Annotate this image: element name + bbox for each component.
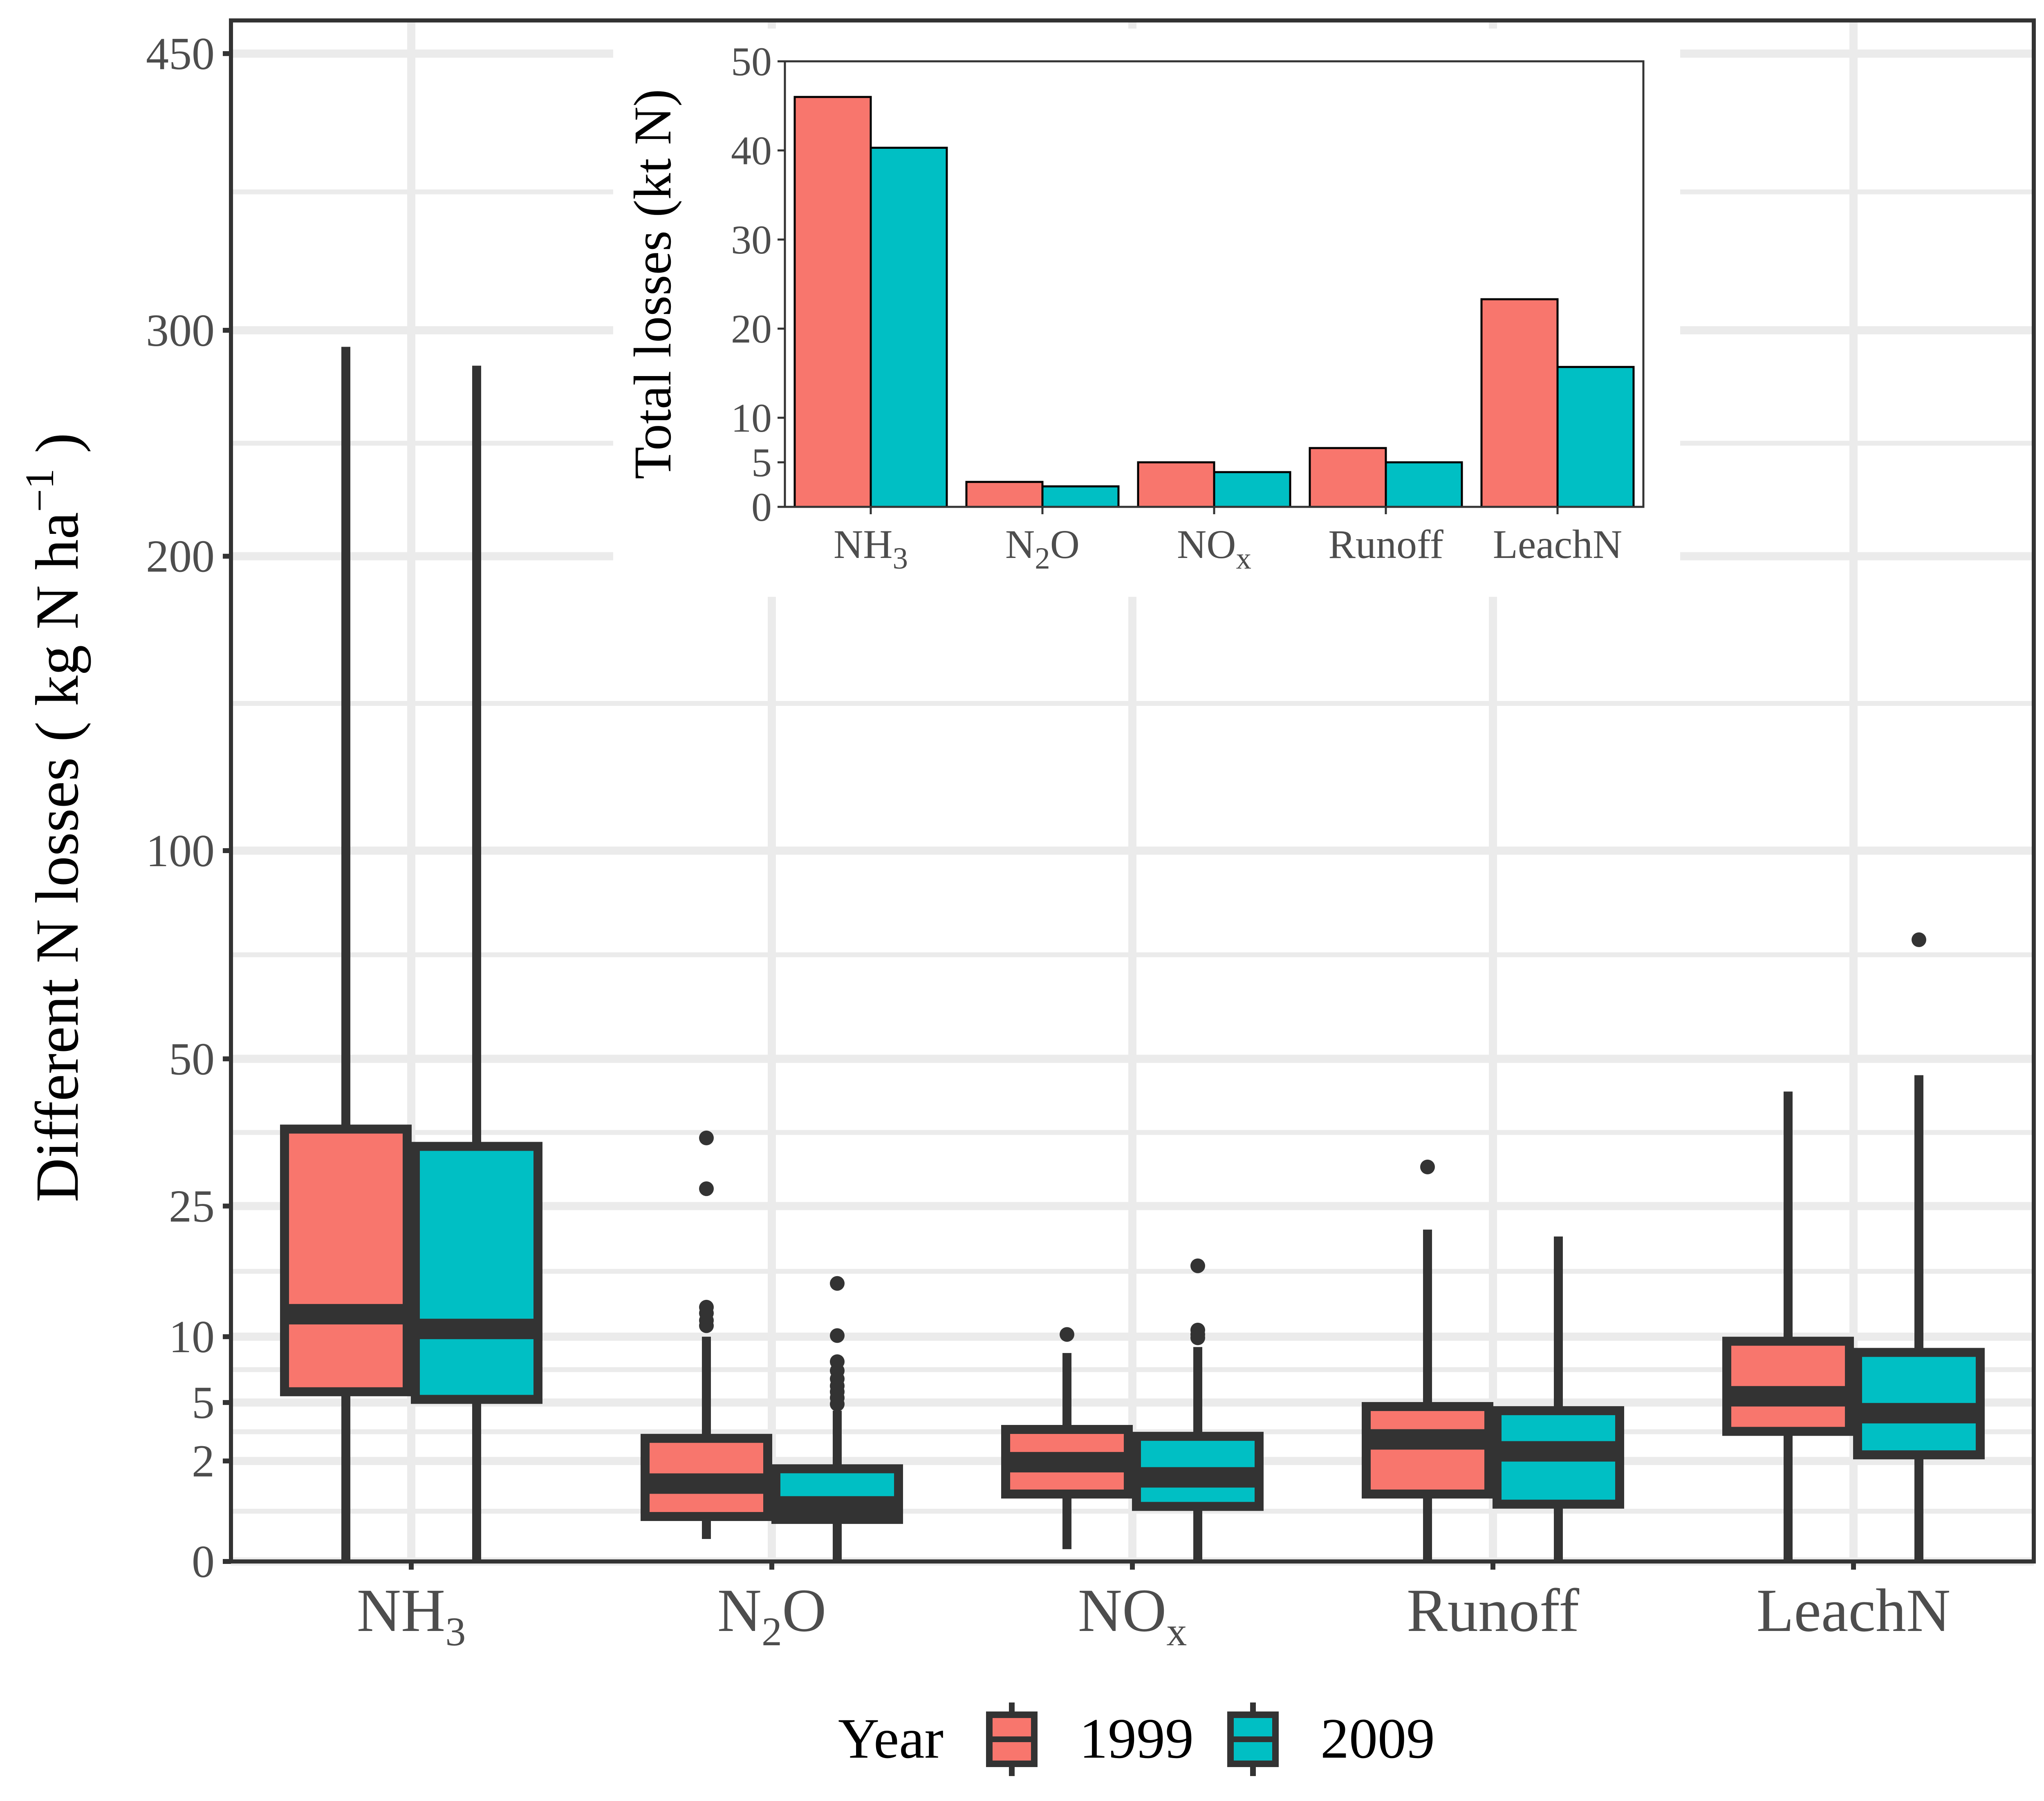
legend-label-1999: 1999	[1079, 1707, 1194, 1770]
box-2009-1	[771, 1276, 903, 1561]
y-tick-label: 450	[146, 29, 215, 79]
outlier-point	[1420, 1159, 1435, 1174]
inset-bar-1999-3	[1309, 447, 1387, 508]
inset-bar-2009-1	[1041, 485, 1120, 508]
box-2009-2	[1132, 1258, 1264, 1561]
inset-bar-2009-0	[870, 146, 948, 508]
inset-bar-1999-1	[965, 481, 1044, 508]
box-1999-4	[1722, 1091, 1854, 1561]
outlier-point	[699, 1181, 714, 1196]
x-tick-label-base: N	[717, 1577, 762, 1644]
x-tick-label: LeachN	[1757, 1577, 1951, 1644]
inset-x-tick-label-base: N	[1005, 522, 1035, 567]
box-1999-1	[641, 1130, 772, 1539]
inset-x-tick-label: LeachN	[1493, 522, 1622, 567]
y-tick-label: 10	[169, 1312, 215, 1362]
inset-y-tick-label: 10	[731, 395, 772, 441]
inset-x-tick-label-sub: x	[1236, 542, 1251, 576]
x-tick-label-base: Runoff	[1407, 1577, 1579, 1644]
x-tick-label-sub: x	[1166, 1609, 1187, 1654]
box-2009-4	[1853, 932, 1985, 1561]
legend-key-1999	[986, 1702, 1038, 1776]
x-tick-label-base: NH	[357, 1577, 446, 1644]
y-tick-label: 0	[192, 1537, 215, 1587]
main-boxes	[280, 347, 1985, 1561]
y-tick-label: 100	[146, 826, 215, 876]
x-tick-label: Runoff	[1407, 1577, 1579, 1644]
inset-y-tick-label: 0	[751, 484, 772, 530]
box-iqr	[280, 1125, 412, 1396]
inset-x-tick-label-tail: O	[1050, 522, 1080, 567]
outlier-point	[1912, 932, 1926, 948]
inset-x-tick-label-sub: 2	[1035, 542, 1050, 576]
inset-y-tick-label: 40	[731, 128, 772, 173]
outlier-point	[1190, 1258, 1205, 1273]
inset-x-axis: NH3 N2O NOx Runoff LeachN	[834, 507, 1622, 576]
legend: Year 1999 2009	[838, 1702, 1435, 1776]
box-iqr	[1362, 1402, 1493, 1499]
x-tick-label-sub: 2	[762, 1609, 782, 1654]
box-iqr	[411, 1142, 542, 1404]
inset-y-axis-title: Total losses (kt N)	[623, 89, 682, 479]
y-tick-label: 2	[192, 1436, 215, 1487]
outlier-point	[1190, 1322, 1205, 1337]
legend-title: Year	[838, 1707, 944, 1770]
inset-y-tick-label: 5	[751, 440, 772, 485]
inset-bar-1999-2	[1137, 461, 1215, 508]
box-1999-0	[280, 347, 412, 1561]
inset-x-tick-label-base: Runoff	[1328, 522, 1443, 567]
y-tick-label: 200	[146, 531, 215, 582]
inset-x-tick-label: NOx	[1177, 522, 1251, 576]
inset-x-tick-label: N2O	[1005, 522, 1080, 576]
outlier-point	[1060, 1327, 1074, 1342]
inset-bar-1999-0	[793, 96, 872, 508]
inset-bar-2009-2	[1213, 471, 1291, 508]
x-tick-label-base: LeachN	[1757, 1577, 1951, 1644]
y-tick-label: 300	[146, 305, 215, 356]
x-tick-label: NH3	[357, 1577, 466, 1654]
box-1999-3	[1362, 1159, 1493, 1561]
main-y-axis-title: Different N losses ( kg N ha−1 )	[17, 433, 91, 1202]
x-tick-label: N2O	[717, 1577, 827, 1654]
outlier-point	[830, 1354, 845, 1369]
inset-bar-1999-4	[1480, 298, 1559, 508]
y-tick-label: 50	[169, 1034, 215, 1084]
inset-bar-2009-3	[1385, 461, 1463, 508]
outlier-point	[830, 1328, 845, 1343]
x-tick-label-sub: 3	[445, 1609, 466, 1654]
inset-x-tick-label-base: LeachN	[1493, 522, 1622, 567]
box-2009-3	[1493, 1237, 1624, 1561]
box-2009-0	[411, 365, 542, 1561]
y-tick-label: 25	[169, 1181, 215, 1232]
box-1999-2	[1001, 1327, 1133, 1549]
inset-bar-2009-4	[1556, 366, 1635, 508]
outlier-point	[699, 1299, 714, 1315]
y-tick-label: 5	[192, 1378, 215, 1428]
inset-x-tick-label-base: NO	[1177, 522, 1236, 567]
outlier-point	[830, 1276, 845, 1291]
inset-x-tick-label: Runoff	[1328, 522, 1443, 567]
x-tick-label-tail: O	[782, 1577, 826, 1644]
x-tick-label-base: NO	[1078, 1577, 1167, 1644]
inset-y-tick-label: 50	[731, 39, 772, 84]
inset-x-tick-label-sub: 3	[892, 542, 908, 576]
inset-y-tick-label: 30	[731, 217, 772, 262]
inset-x-tick-label: NH3	[834, 522, 908, 576]
x-tick-label: NOx	[1078, 1577, 1187, 1654]
inset-x-tick-label-base: NH	[834, 522, 892, 567]
inset-y-tick-label: 20	[731, 306, 772, 352]
legend-key-2009	[1227, 1702, 1279, 1776]
outlier-point	[699, 1130, 714, 1145]
legend-label-2009: 2009	[1320, 1707, 1435, 1770]
main-x-axis: NH3 N2O NOx Runoff LeachN	[357, 1561, 1951, 1654]
